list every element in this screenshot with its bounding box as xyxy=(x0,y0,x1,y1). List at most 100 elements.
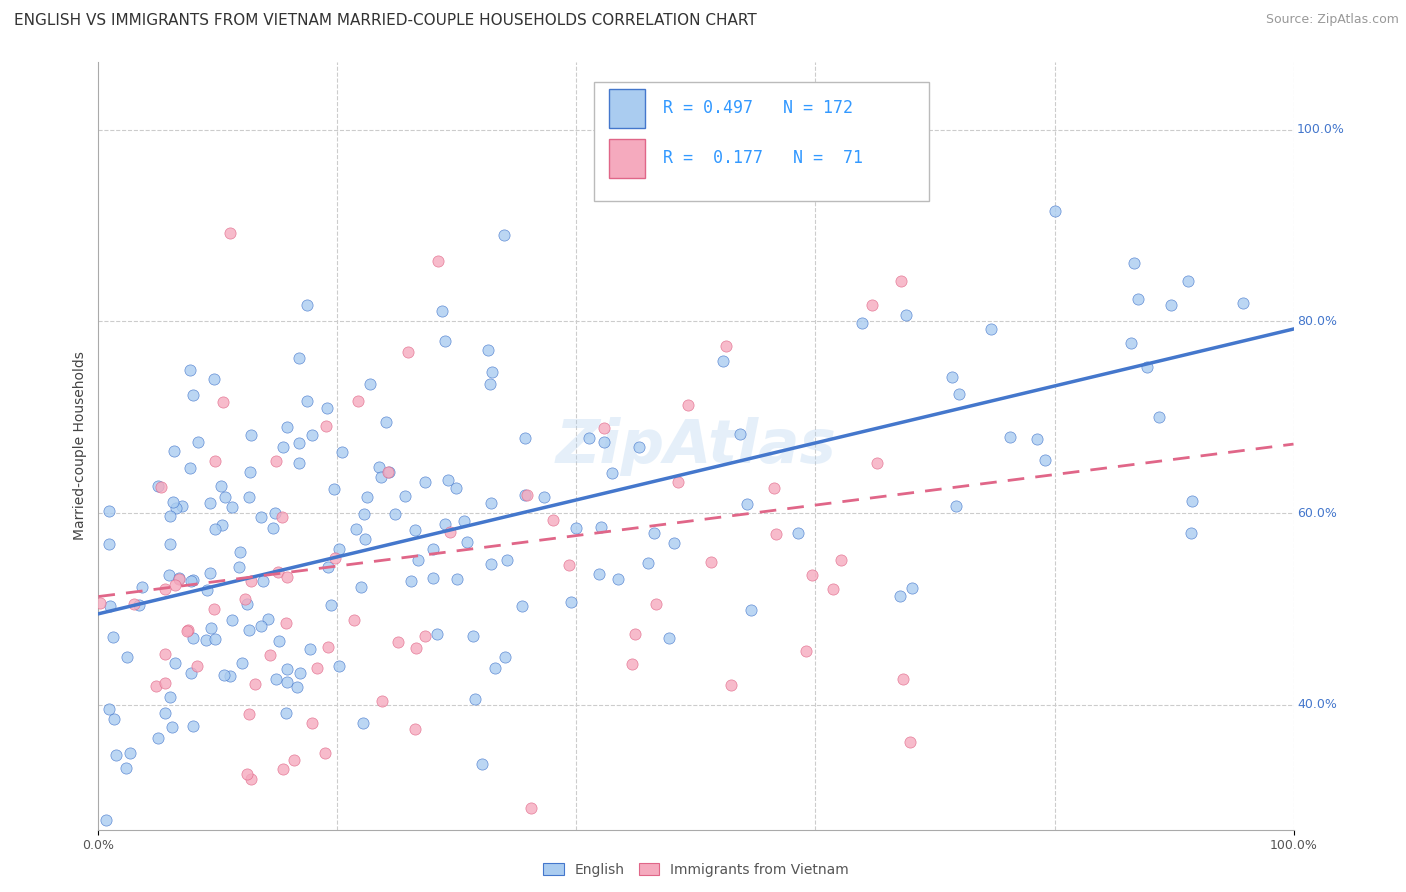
Point xyxy=(153,647,176,661)
Point xyxy=(643,526,665,541)
Point xyxy=(98,599,121,614)
Point xyxy=(541,513,564,527)
Point xyxy=(377,466,399,480)
Point xyxy=(276,675,298,690)
Point xyxy=(167,571,190,585)
Point xyxy=(204,454,226,468)
Point xyxy=(89,596,111,610)
Point xyxy=(181,573,204,587)
Point xyxy=(252,574,274,588)
Point xyxy=(170,499,193,513)
Point xyxy=(167,572,190,586)
Point xyxy=(478,376,501,391)
Point xyxy=(155,582,177,597)
Point xyxy=(464,691,486,706)
Point xyxy=(245,677,267,691)
Point xyxy=(437,473,460,487)
Point xyxy=(218,669,240,683)
Point xyxy=(298,641,321,656)
Text: 80.0%: 80.0% xyxy=(1298,315,1337,328)
Point xyxy=(202,372,225,386)
Point xyxy=(195,582,218,597)
Point xyxy=(180,574,202,588)
Point xyxy=(263,506,285,520)
Point xyxy=(404,523,426,537)
Point xyxy=(146,731,169,745)
Point xyxy=(422,542,444,557)
Point xyxy=(131,580,153,594)
Point xyxy=(162,720,184,734)
Point xyxy=(1026,432,1049,446)
Point xyxy=(408,553,430,567)
Point xyxy=(377,465,399,479)
Point xyxy=(558,558,581,572)
Text: ENGLISH VS IMMIGRANTS FROM VIETNAM MARRIED-COUPLE HOUSEHOLDS CORRELATION CHART: ENGLISH VS IMMIGRANTS FROM VIETNAM MARRI… xyxy=(14,13,756,29)
Point xyxy=(240,574,263,588)
Point xyxy=(186,658,208,673)
Point xyxy=(115,649,138,664)
Point xyxy=(264,454,287,468)
Point xyxy=(422,571,444,585)
Point xyxy=(711,354,734,368)
Point xyxy=(98,701,121,715)
Point xyxy=(288,456,311,470)
Point xyxy=(288,666,311,681)
Point xyxy=(321,598,343,612)
Point xyxy=(1177,274,1199,288)
Point xyxy=(301,427,323,442)
Point xyxy=(370,694,392,708)
Point xyxy=(889,590,911,604)
Point xyxy=(287,680,309,694)
Point xyxy=(211,518,233,533)
Point xyxy=(637,556,659,570)
Point xyxy=(347,393,370,408)
Point xyxy=(578,431,600,445)
Point xyxy=(283,753,305,767)
Point xyxy=(645,597,668,611)
Point xyxy=(98,504,121,518)
Point xyxy=(593,434,616,449)
Point xyxy=(238,623,260,637)
Point xyxy=(948,387,970,401)
Point xyxy=(165,578,187,592)
Point xyxy=(266,565,288,579)
FancyBboxPatch shape xyxy=(609,89,644,128)
Point xyxy=(328,542,350,557)
Point xyxy=(496,552,519,566)
Point xyxy=(238,707,260,722)
FancyBboxPatch shape xyxy=(609,139,644,178)
Point xyxy=(433,516,456,531)
Point xyxy=(236,597,259,611)
Point xyxy=(229,545,252,559)
Point xyxy=(162,495,184,509)
Point xyxy=(98,537,121,551)
Point xyxy=(980,322,1002,336)
Point xyxy=(356,490,378,504)
Point xyxy=(894,309,917,323)
Point xyxy=(314,746,336,760)
Point xyxy=(149,480,172,494)
Point xyxy=(269,633,291,648)
Point xyxy=(344,522,367,536)
Point xyxy=(860,298,883,312)
Point xyxy=(259,648,281,662)
Point xyxy=(607,572,630,586)
Point xyxy=(221,614,243,628)
Point xyxy=(446,572,468,586)
Point xyxy=(658,632,681,646)
Point xyxy=(264,672,287,686)
Point xyxy=(786,525,808,540)
Point xyxy=(288,436,311,450)
Point xyxy=(1232,295,1254,310)
Text: 100.0%: 100.0% xyxy=(1298,123,1346,136)
Point xyxy=(316,640,339,654)
Point xyxy=(276,570,298,584)
Point xyxy=(202,601,225,615)
Point xyxy=(276,706,298,721)
Point xyxy=(236,766,259,780)
Point xyxy=(212,668,235,682)
Point xyxy=(430,303,453,318)
Point xyxy=(516,488,538,502)
Point xyxy=(159,537,181,551)
Point xyxy=(662,536,685,550)
